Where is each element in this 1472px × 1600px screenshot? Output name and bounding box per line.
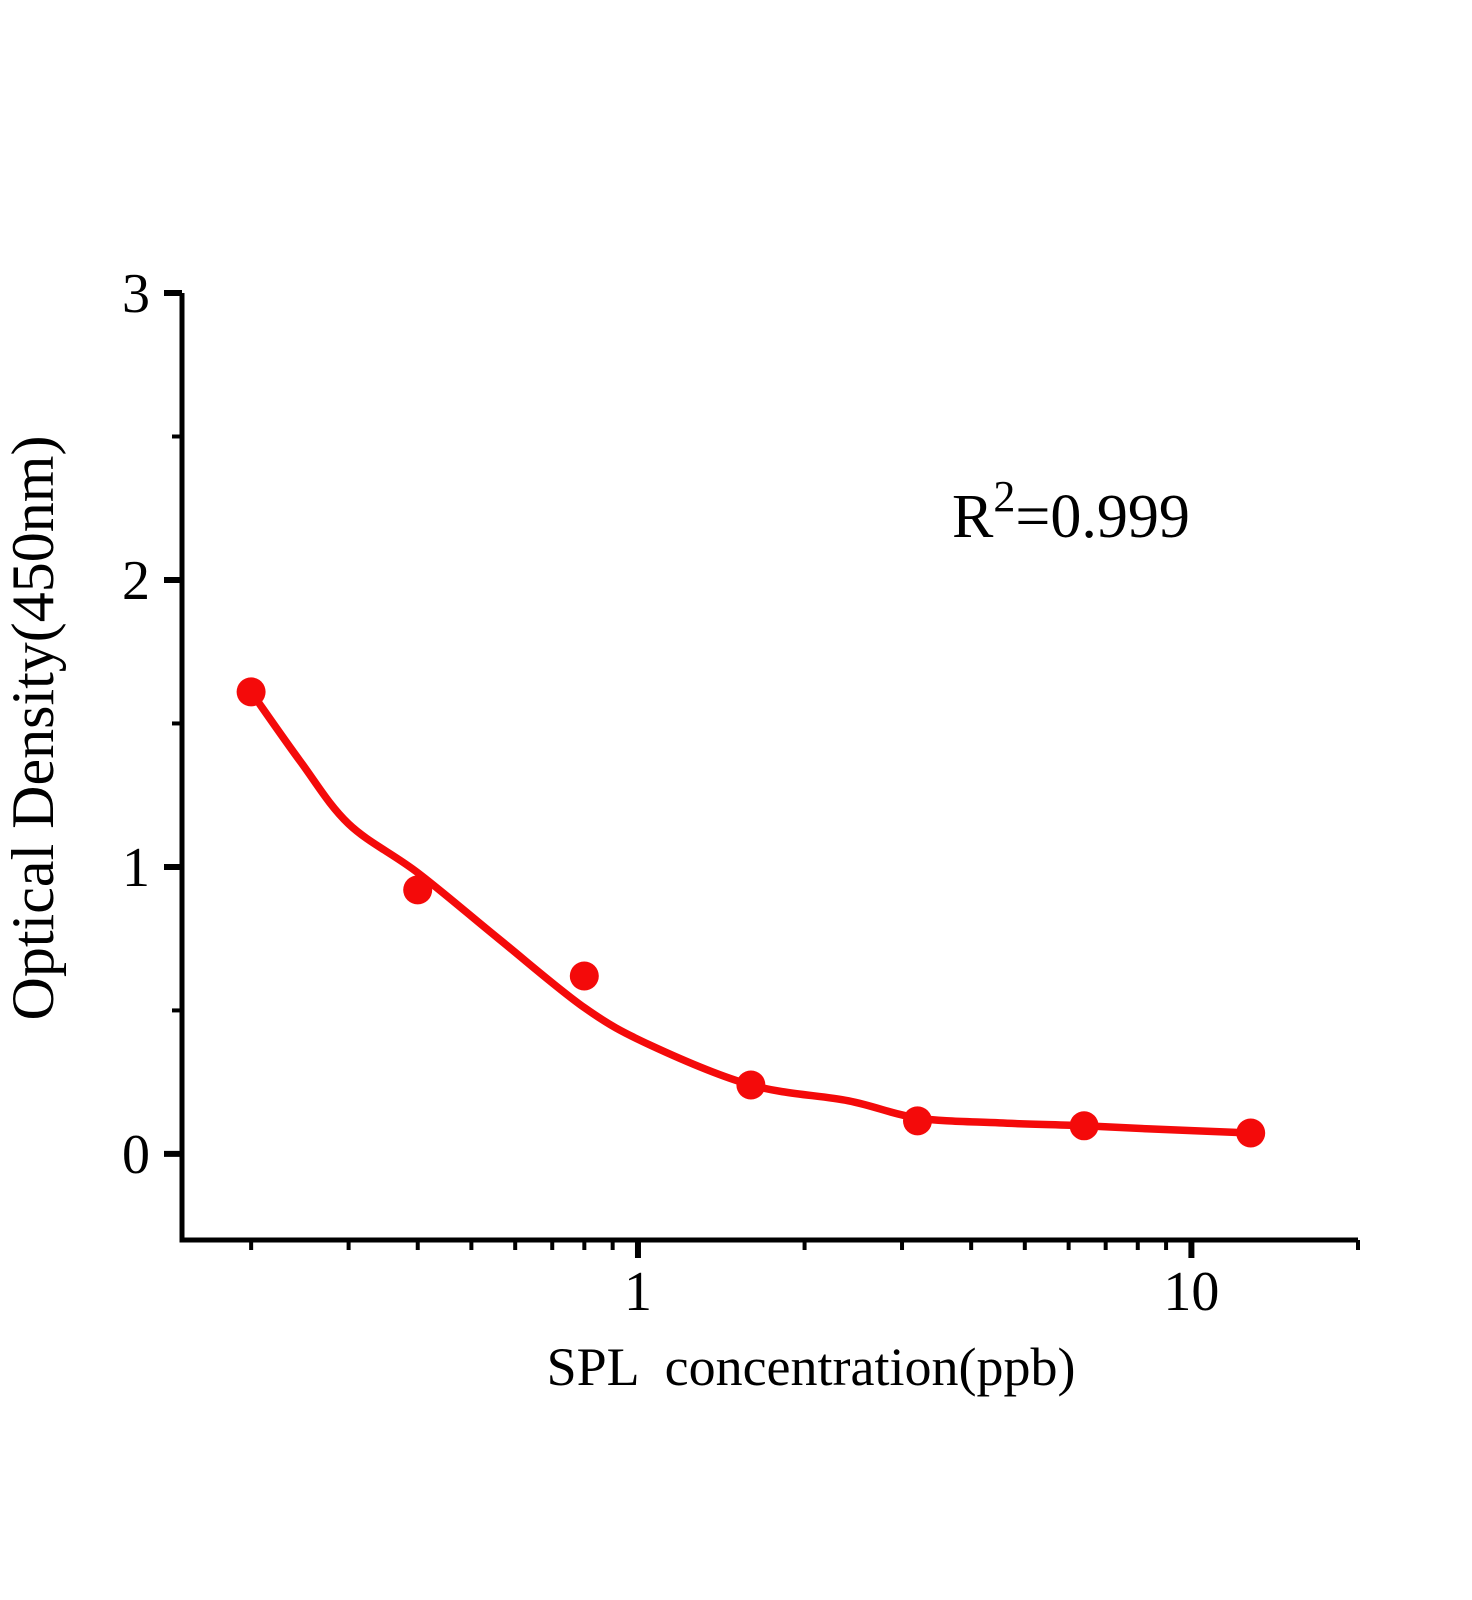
r-squared-exponent: 2 bbox=[993, 472, 1016, 522]
data-point bbox=[903, 1106, 932, 1136]
data-point bbox=[236, 677, 266, 707]
x-tick-label: 1 bbox=[624, 1261, 652, 1323]
y-tick-label: 2 bbox=[122, 550, 150, 612]
data-point bbox=[403, 875, 433, 905]
r-squared-annotation: R2=0.999 bbox=[952, 475, 1190, 553]
data-point bbox=[569, 961, 599, 991]
x-axis-title: SPL concentration(ppb) bbox=[546, 1337, 1076, 1397]
y-tick-label: 0 bbox=[122, 1124, 150, 1186]
data-point bbox=[736, 1070, 766, 1100]
y-tick-label: 1 bbox=[122, 837, 150, 899]
data-point bbox=[1236, 1118, 1266, 1148]
data-point bbox=[1069, 1111, 1099, 1141]
y-axis-title: Optical Density(450nm) bbox=[0, 435, 66, 1021]
r-squared-base: R bbox=[952, 483, 994, 551]
fit-curve bbox=[247, 688, 1255, 1137]
r-squared-value: =0.999 bbox=[1015, 483, 1190, 551]
y-tick-label: 3 bbox=[122, 263, 150, 325]
x-tick-label: 10 bbox=[1163, 1261, 1219, 1323]
axis-spine bbox=[179, 293, 1358, 1243]
